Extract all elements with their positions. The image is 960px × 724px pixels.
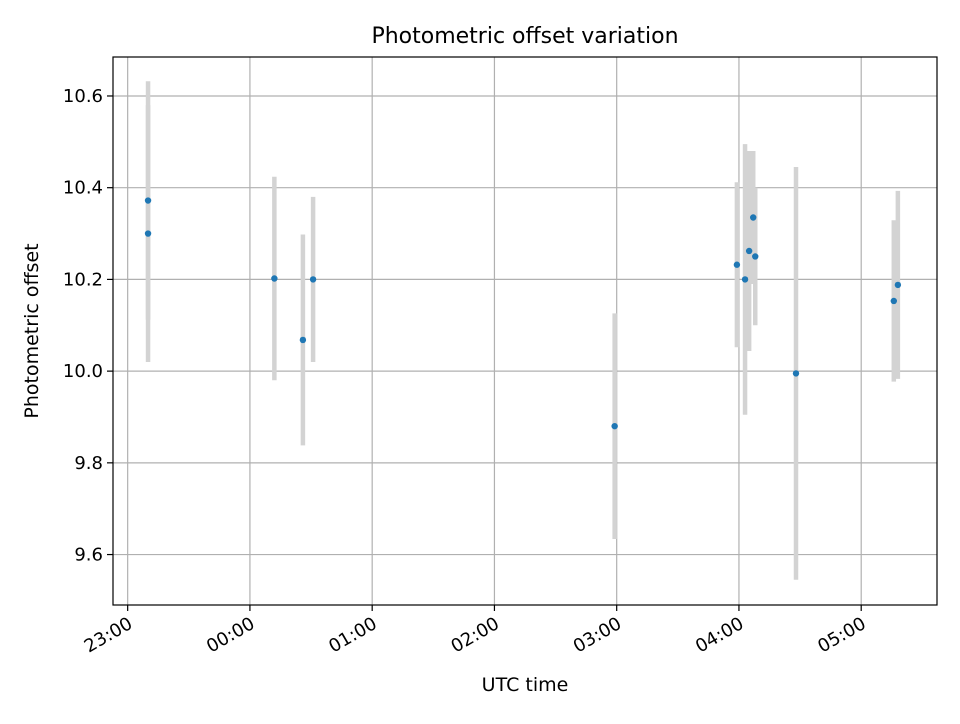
x-tick-label: 05:00 (814, 613, 869, 657)
y-tick-label: 9.8 (74, 453, 103, 474)
y-axis-label: Photometric offset (21, 243, 43, 418)
y-tick-label: 10.6 (63, 86, 103, 107)
y-tick-label: 9.6 (74, 545, 103, 566)
data-point (745, 247, 753, 255)
x-tick-label: 04:00 (692, 613, 747, 657)
y-tick-label: 10.0 (63, 361, 103, 382)
data-point (741, 276, 749, 283)
data-point (894, 281, 902, 289)
data-point (733, 261, 741, 268)
data-point (890, 297, 898, 305)
y-axis-ticks: 9.6 9.8 10.0 10.2 10.4 10.6 (63, 86, 113, 566)
error-bars (145, 81, 901, 580)
data-point (750, 214, 757, 221)
x-axis-ticks: 23:00 00:00 01:00 02:00 03:00 04:00 05:00 (81, 605, 870, 657)
plot-frame (112, 56, 938, 606)
data-point (792, 370, 800, 377)
y-tick-label: 10.2 (63, 269, 103, 290)
data-point (144, 230, 152, 237)
data-point (309, 276, 317, 283)
data-point (752, 253, 759, 260)
data-point (611, 422, 618, 430)
data-point (144, 197, 152, 204)
data-point (271, 275, 278, 282)
grid-lines (113, 57, 937, 605)
x-tick-label: 01:00 (325, 613, 380, 657)
data-point (299, 336, 307, 344)
x-tick-label: 23:00 (81, 613, 136, 657)
x-tick-label: 02:00 (448, 613, 503, 657)
y-tick-label: 10.4 (63, 178, 103, 199)
data-points (144, 197, 902, 430)
chart-title: Photometric offset variation (371, 24, 678, 49)
x-axis-label: UTC time (482, 674, 569, 696)
x-tick-label: 00:00 (203, 613, 258, 657)
x-tick-label: 03:00 (570, 613, 625, 657)
